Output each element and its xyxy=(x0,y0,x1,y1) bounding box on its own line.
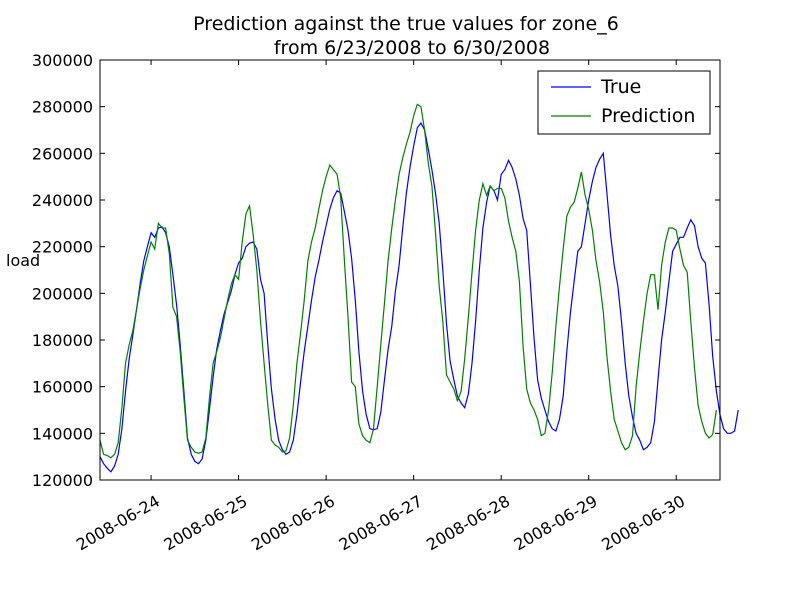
legend-box xyxy=(537,70,711,135)
y-tick-label: 280000 xyxy=(32,98,93,117)
series-line-prediction xyxy=(99,103,717,459)
y-tick-label: 160000 xyxy=(32,378,93,397)
y-tick-label: 260000 xyxy=(32,144,93,163)
series-layer xyxy=(99,103,739,473)
y-tick-label: 200000 xyxy=(32,284,93,303)
y-tick-label: 300000 xyxy=(32,51,93,70)
y-tick-label: 140000 xyxy=(32,424,93,443)
y-tick-label: 120000 xyxy=(32,471,93,490)
chart-title-line-2: from 6/23/2008 to 6/30/2008 xyxy=(274,37,550,59)
legend-label-prediction: Prediction xyxy=(601,105,695,127)
y-tick-label: 220000 xyxy=(32,238,93,257)
legend: True Prediction xyxy=(537,70,711,135)
y-tick-label: 240000 xyxy=(32,191,93,210)
y-axis-label: load xyxy=(6,251,40,270)
y-tick-label: 180000 xyxy=(32,331,93,350)
plot-area-frame xyxy=(99,59,721,481)
legend-label-true: True xyxy=(600,76,641,98)
chart-title-line-1: Prediction against the true values for z… xyxy=(193,13,619,35)
